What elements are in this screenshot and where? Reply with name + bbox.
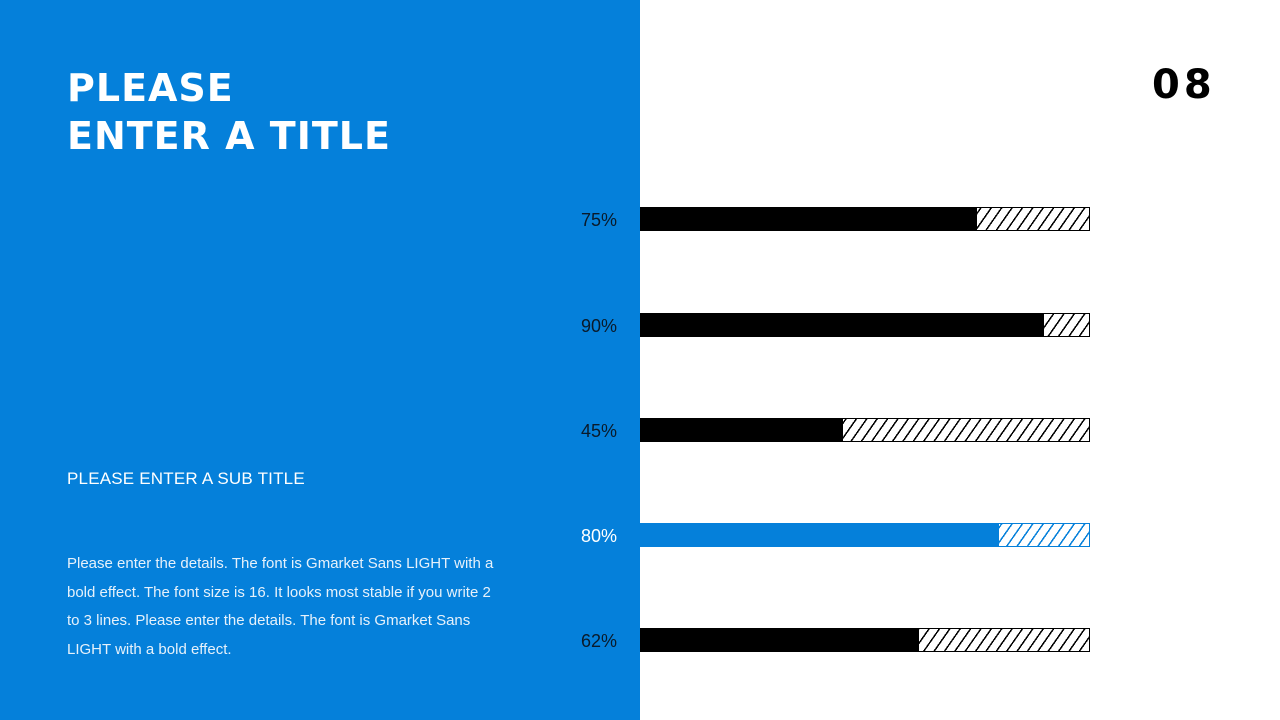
bar-row: 75% — [0, 207, 1280, 231]
blue-side-panel — [0, 0, 640, 720]
bar-fill — [641, 208, 977, 230]
bar-row: 62% — [0, 628, 1280, 652]
bar-value-label: 62% — [580, 631, 617, 651]
bar-fill — [641, 419, 843, 441]
bar-row: 90% — [0, 313, 1280, 337]
bar-track-hatched-remainder — [640, 418, 1090, 442]
slide-subtitle: PLEASE ENTER A SUB TITLE — [67, 469, 305, 488]
bar-value-label: 90% — [580, 316, 617, 336]
bar-track-hatched-remainder — [640, 313, 1090, 337]
slide-body-text: Please enter the details. The font is Gm… — [67, 555, 494, 658]
page-number: 08 — [1152, 62, 1216, 108]
bar-track-hatched-remainder — [640, 523, 1090, 547]
bar-value-label: 75% — [580, 210, 617, 230]
bar-value-label: 80% — [580, 526, 617, 546]
bar-track-hatched-remainder — [640, 628, 1090, 652]
bar-row: 80% — [0, 523, 1280, 547]
bar-row: 45% — [0, 418, 1280, 442]
title-line-1: PLEASE — [67, 66, 234, 110]
bar-fill — [641, 314, 1045, 336]
bar-track-hatched-remainder — [640, 207, 1090, 231]
bar-fill — [641, 629, 919, 651]
bar-value-label: 45% — [580, 421, 617, 441]
slide-title: PLEASE ENTER A TITLE — [67, 64, 391, 160]
bar-fill — [641, 524, 1000, 546]
title-line-2: ENTER A TITLE — [67, 114, 391, 158]
